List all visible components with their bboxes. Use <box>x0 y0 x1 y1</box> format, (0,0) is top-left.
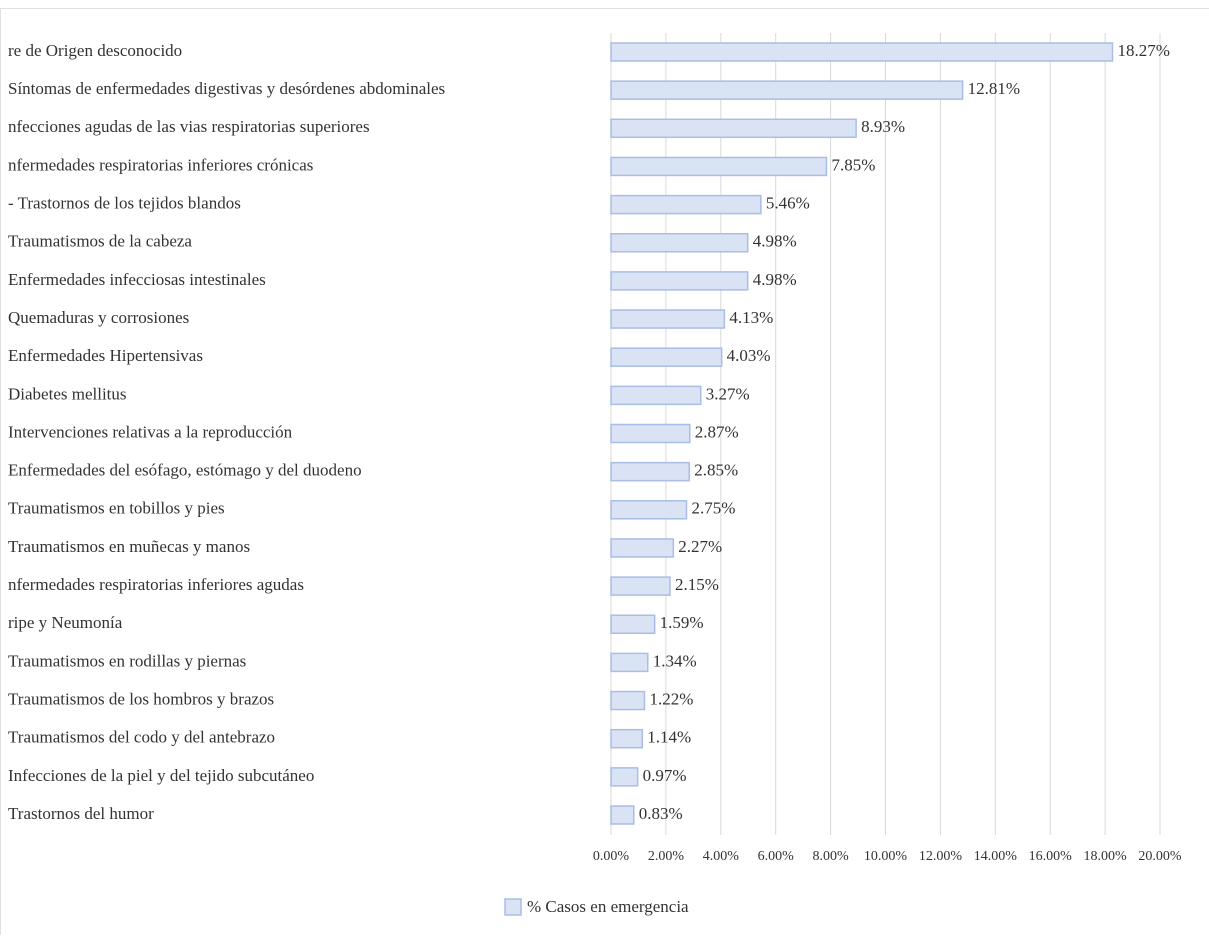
category-label: Traumatismos de los hombros y brazos <box>8 689 274 708</box>
bar <box>610 233 749 253</box>
x-tick-label: 12.00% <box>919 849 963 864</box>
bar <box>610 652 649 673</box>
category-label: Traumatismos del codo y del antebrazo <box>8 728 275 747</box>
value-label: 2.75% <box>691 499 735 518</box>
bar <box>610 576 671 596</box>
bar <box>610 156 828 177</box>
bar <box>610 805 635 825</box>
bar <box>610 309 726 329</box>
value-label: 5.46% <box>766 194 810 213</box>
x-tick-label: 6.00% <box>758 849 795 864</box>
category-label: Traumatismos en muñecas y manos <box>8 537 250 556</box>
category-label: Enfermedades del esófago, estómago y del… <box>8 461 362 480</box>
bar <box>610 385 702 406</box>
bar <box>610 194 762 215</box>
bar <box>610 767 639 787</box>
x-tick-label: 20.00% <box>1138 849 1182 864</box>
bar <box>610 690 646 711</box>
bar <box>610 118 857 139</box>
category-label: Intervenciones relativas a la reproducci… <box>8 422 293 441</box>
bar <box>610 728 644 749</box>
value-label: 1.34% <box>653 651 697 670</box>
category-label: Enfermedades infecciosas intestinales <box>8 270 266 289</box>
value-label: 2.85% <box>694 461 738 480</box>
x-tick-label: 8.00% <box>813 849 850 864</box>
value-label: 8.93% <box>861 117 905 136</box>
bar <box>610 614 656 634</box>
x-tick-label: 14.00% <box>974 849 1018 864</box>
value-label: 0.97% <box>643 766 687 785</box>
value-label: 0.83% <box>639 804 683 823</box>
category-label: Traumatismos en tobillos y pies <box>8 499 225 518</box>
category-label: Quemaduras y corrosiones <box>8 308 189 327</box>
bar <box>610 80 964 100</box>
x-tick-label: 10.00% <box>864 849 908 864</box>
category-label: ripe y Neumonía <box>8 613 123 632</box>
value-label: 2.87% <box>695 422 739 441</box>
category-label: Síntomas de enfermedades digestivas y de… <box>8 79 445 98</box>
value-label: 1.14% <box>647 728 691 747</box>
x-tick-label: 2.00% <box>648 849 685 864</box>
bar <box>610 538 675 558</box>
category-label: Traumatismos de la cabeza <box>8 232 192 251</box>
value-label: 4.03% <box>727 346 771 365</box>
x-tick-label: 18.00% <box>1084 849 1128 864</box>
value-label: 1.59% <box>660 613 704 632</box>
value-label: 1.22% <box>649 689 693 708</box>
bar <box>610 42 1114 62</box>
category-label: Infecciones de la piel y del tejido subc… <box>8 766 314 785</box>
value-label: 4.98% <box>753 270 797 289</box>
value-label: 4.13% <box>729 308 773 327</box>
bar <box>610 500 688 520</box>
category-label: nfermedades respiratorias inferiores agu… <box>8 575 304 594</box>
value-label: 3.27% <box>706 384 750 403</box>
x-tick-label: 0.00% <box>593 849 630 864</box>
bar <box>610 347 723 367</box>
value-label: 7.85% <box>831 155 875 174</box>
category-label: Traumatismos en rodillas y piernas <box>8 651 246 670</box>
x-tick-label: 16.00% <box>1029 849 1073 864</box>
legend-swatch <box>504 898 522 916</box>
legend-label: % Casos en emergencia <box>527 897 689 916</box>
category-label: - Trastornos de los tejidos blandos <box>8 194 241 213</box>
category-label: nfecciones agudas de las vias respirator… <box>8 117 370 136</box>
value-label: 2.27% <box>678 537 722 556</box>
value-label: 4.98% <box>753 232 797 251</box>
category-label: Enfermedades Hipertensivas <box>8 346 203 365</box>
category-label: re de Origen desconocido <box>8 41 182 60</box>
value-label: 2.15% <box>675 575 719 594</box>
value-label: 12.81% <box>968 79 1020 98</box>
category-label: nfermedades respiratorias inferiores cró… <box>8 155 313 174</box>
bar <box>610 461 690 482</box>
category-label: Trastornos del humor <box>8 804 154 823</box>
category-label: Diabetes mellitus <box>8 384 127 403</box>
value-label: 18.27% <box>1118 41 1170 60</box>
bar <box>610 271 749 291</box>
x-tick-label: 4.00% <box>703 849 740 864</box>
bar <box>610 423 691 444</box>
